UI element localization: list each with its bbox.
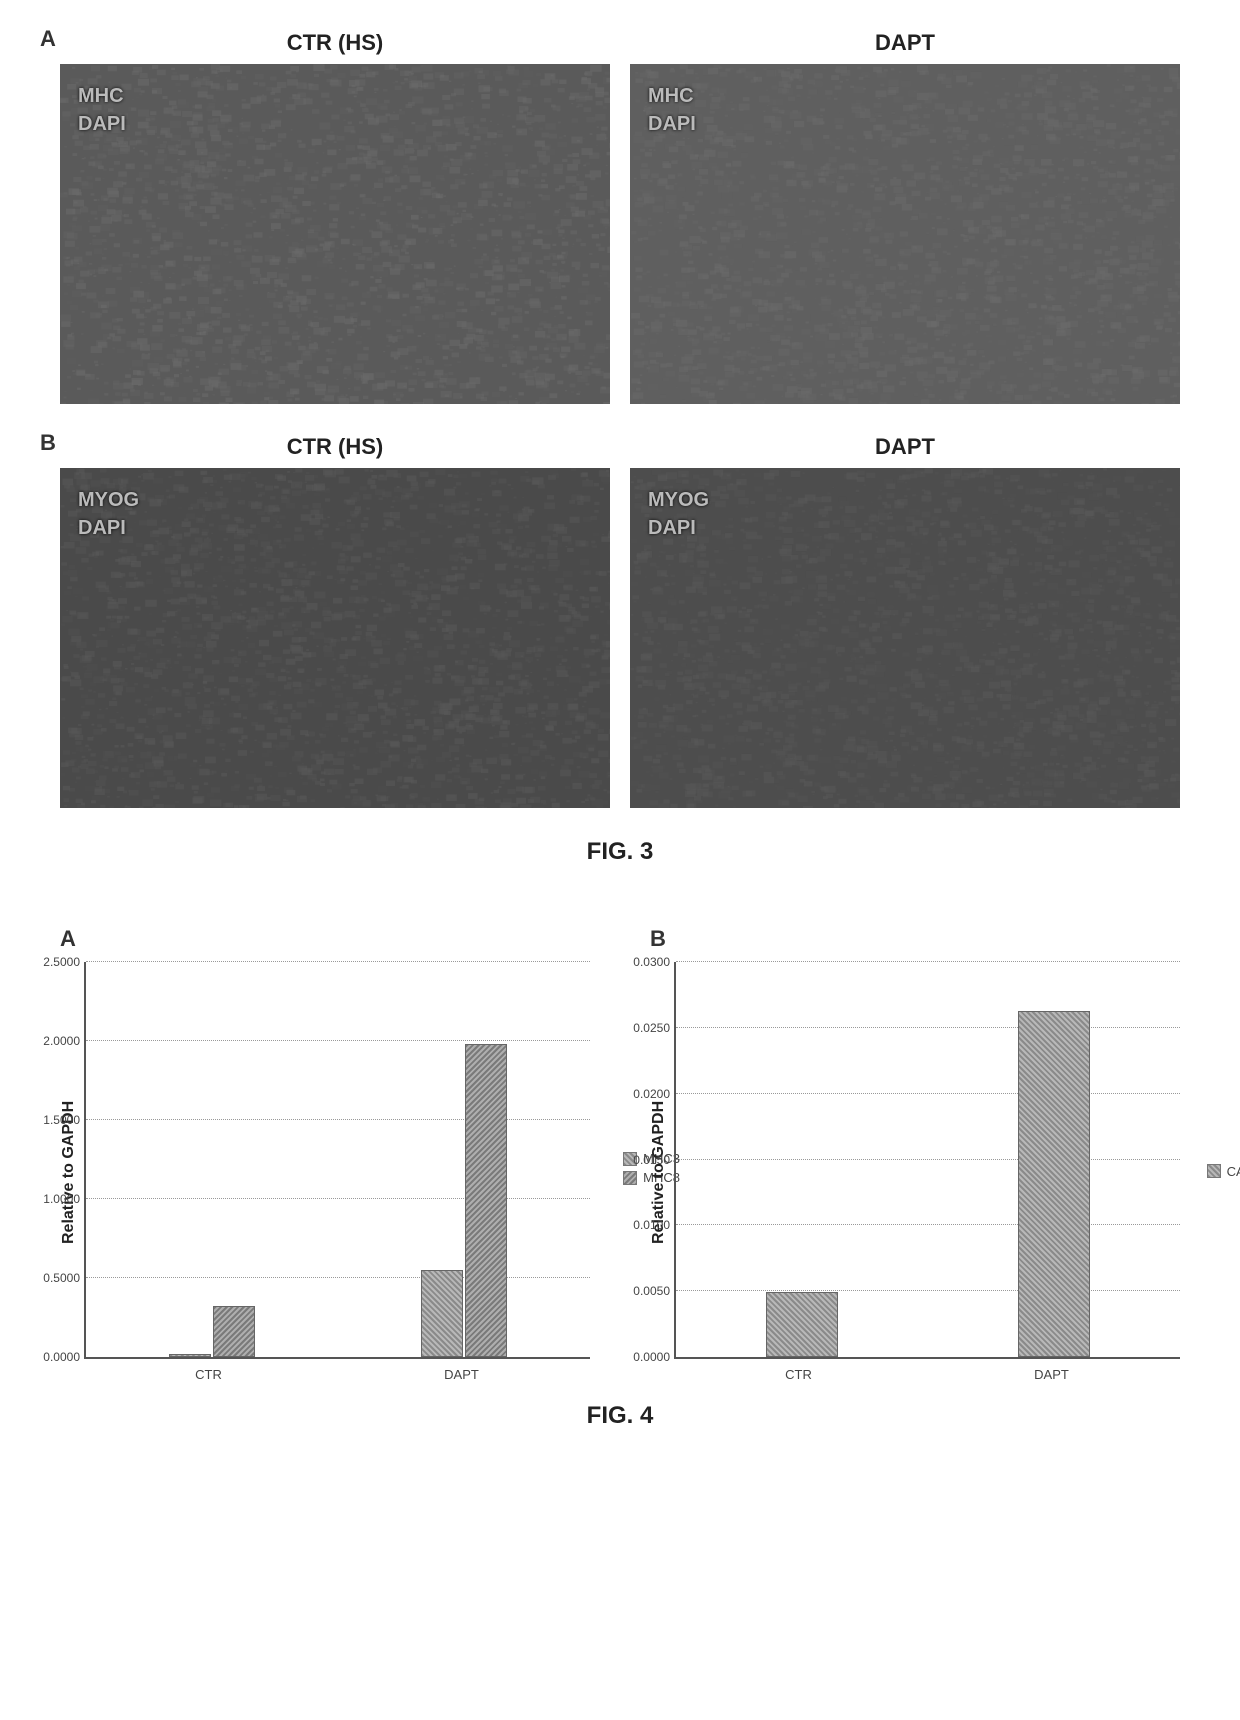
ytick-label: 2.5000 bbox=[43, 955, 86, 969]
chart-B-block: B Relative to GAPDH 0.00000.00500.01000.… bbox=[650, 926, 1180, 1382]
legend-label: CAPN3 bbox=[1227, 1164, 1240, 1179]
grid-line bbox=[86, 1040, 590, 1041]
xtick-label: DAPT bbox=[1034, 1367, 1069, 1382]
legend-item: CAPN3 bbox=[1207, 1164, 1240, 1179]
grid-line bbox=[86, 1277, 590, 1278]
figure-4: A Relative to GAPDH 0.00000.50001.00001.… bbox=[60, 926, 1180, 1382]
fig3-panel-B: BCTR (HS)MYOG DAPIDAPTMYOG DAPI bbox=[60, 434, 1180, 808]
panel-label-B: B bbox=[40, 430, 56, 456]
chart-A-xticks: CTR DAPT bbox=[84, 1367, 590, 1382]
ytick-label: 0.0100 bbox=[633, 1218, 676, 1232]
micrograph-A-left: ACTR (HS)MHC DAPI bbox=[60, 30, 610, 404]
chart-A-block: A Relative to GAPDH 0.00000.50001.00001.… bbox=[60, 926, 590, 1382]
ytick-label: 0.0000 bbox=[633, 1350, 676, 1364]
bar-group bbox=[421, 962, 507, 1357]
ytick-label: 0.0200 bbox=[633, 1087, 676, 1101]
fig3-panel-A: ACTR (HS)MHC DAPIDAPTMHC DAPI bbox=[60, 30, 1180, 404]
panel-title: CTR (HS) bbox=[60, 30, 610, 56]
overlay-text: MHC DAPI bbox=[648, 82, 696, 138]
overlay-text: MHC DAPI bbox=[78, 82, 126, 138]
legend-swatch bbox=[623, 1171, 637, 1185]
chart-A-label: A bbox=[60, 926, 590, 952]
chart-A-plot: 0.00000.50001.00001.50002.00002.5000 bbox=[84, 962, 590, 1359]
ytick-label: 2.0000 bbox=[43, 1034, 86, 1048]
bar bbox=[1018, 1011, 1090, 1357]
ytick-label: 0.5000 bbox=[43, 1271, 86, 1285]
fig3-caption: FIG. 3 bbox=[60, 838, 1180, 866]
grid-line bbox=[86, 1198, 590, 1199]
bar-group bbox=[169, 962, 255, 1357]
bar bbox=[169, 1354, 211, 1357]
grid-line bbox=[676, 961, 1180, 962]
chart-B-xticks: CTR DAPT bbox=[674, 1367, 1180, 1382]
chart-B-label: B bbox=[650, 926, 1180, 952]
panel-title: DAPT bbox=[630, 30, 1180, 56]
ytick-label: 0.0250 bbox=[633, 1021, 676, 1035]
chart-A-frame: Relative to GAPDH 0.00000.50001.00001.50… bbox=[60, 962, 590, 1382]
chart-B-plot: 0.00000.00500.01000.01500.02000.02500.03… bbox=[674, 962, 1180, 1359]
panel-label-A: A bbox=[40, 26, 56, 52]
grid-line bbox=[676, 1159, 1180, 1160]
grid-line bbox=[86, 1119, 590, 1120]
ytick-label: 0.0300 bbox=[633, 955, 676, 969]
bar-group bbox=[766, 962, 838, 1357]
grid-line bbox=[86, 961, 590, 962]
grid-line bbox=[676, 1224, 1180, 1225]
chart-B-frame: Relative to GAPDH 0.00000.00500.01000.01… bbox=[650, 962, 1180, 1382]
ytick-label: 1.5000 bbox=[43, 1113, 86, 1127]
figure-3: ACTR (HS)MHC DAPIDAPTMHC DAPIBCTR (HS)MY… bbox=[60, 30, 1180, 866]
legend-swatch bbox=[1207, 1164, 1221, 1178]
micrograph-B-right: DAPT MYOG DAPI bbox=[630, 434, 1180, 808]
chart-A-ylabel: Relative to GAPDH bbox=[60, 962, 78, 1382]
grid-line bbox=[676, 1093, 1180, 1094]
xtick-label: CTR bbox=[195, 1367, 222, 1382]
bar bbox=[766, 1292, 838, 1357]
ytick-label: 0.0050 bbox=[633, 1284, 676, 1298]
bar-group bbox=[1018, 962, 1090, 1357]
bar bbox=[465, 1044, 507, 1357]
xtick-label: CTR bbox=[785, 1367, 812, 1382]
grid-line bbox=[676, 1027, 1180, 1028]
panel-title: DAPT bbox=[630, 434, 1180, 460]
fig4-caption: FIG. 4 bbox=[60, 1402, 1180, 1430]
grid-line bbox=[676, 1290, 1180, 1291]
overlay-text: MYOG DAPI bbox=[648, 486, 709, 542]
micrograph-A-right: DAPT MHC DAPI bbox=[630, 30, 1180, 404]
chart-B-legend: CAPN3 bbox=[1207, 1164, 1240, 1183]
bar bbox=[213, 1306, 255, 1357]
ytick-label: 1.0000 bbox=[43, 1192, 86, 1206]
micrograph-B-left: BCTR (HS)MYOG DAPI bbox=[60, 434, 610, 808]
ytick-label: 0.0150 bbox=[633, 1153, 676, 1167]
panel-title: CTR (HS) bbox=[60, 434, 610, 460]
xtick-label: DAPT bbox=[444, 1367, 479, 1382]
overlay-text: MYOG DAPI bbox=[78, 486, 139, 542]
bar bbox=[421, 1270, 463, 1357]
ytick-label: 0.0000 bbox=[43, 1350, 86, 1364]
